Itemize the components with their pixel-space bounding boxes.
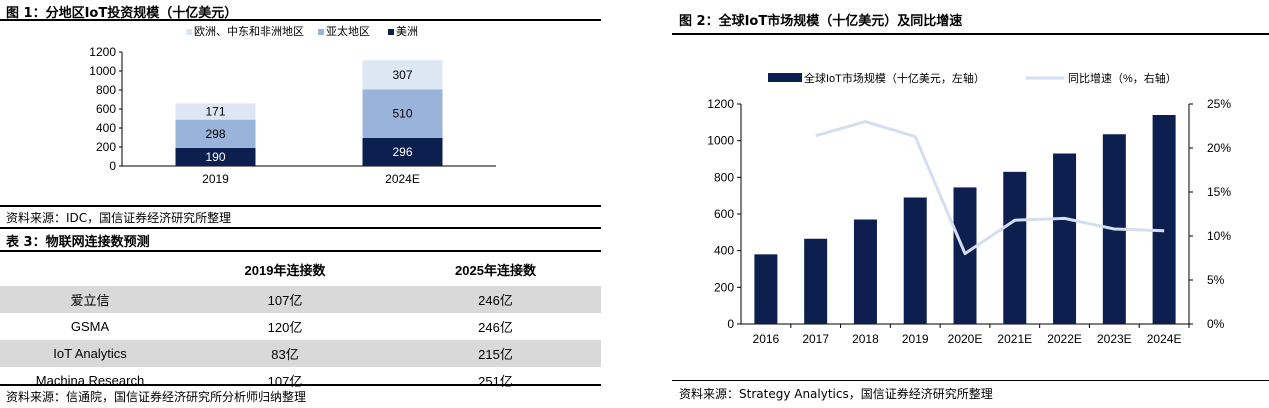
bar: [804, 238, 828, 324]
table-cell: 107亿: [180, 286, 390, 313]
table3-bottom-rule: [0, 384, 601, 386]
bar-segment: [175, 103, 256, 120]
x-tick-label: 2017: [802, 332, 829, 346]
x-tick-label: 2019: [902, 332, 929, 346]
table-header-cell: 2019年连接数: [244, 262, 326, 278]
bar-segment: [362, 137, 443, 166]
fig2-bottom-rule: [672, 380, 1269, 381]
y-tick-label-left: 1200: [707, 97, 734, 111]
legend-swatch: [388, 29, 394, 35]
y-tick-label-left: 800: [714, 170, 734, 184]
table-cell: 251亿: [478, 374, 513, 389]
legend-label: 欧洲、中东和非洲地区: [194, 25, 304, 38]
legend-label: 全球IoT市场规模（十亿美元，左轴）: [804, 71, 985, 85]
fig2-top-rule: [672, 33, 1269, 35]
table3-source: 资料来源：信通院，国信证券经济研究所分析师归纳整理: [6, 390, 307, 404]
fig2-chart: 全球IoT市场规模（十亿美元，左轴） 同比增速（%，右轴） 0 200 400 600 80…: [707, 71, 1231, 346]
x-tick-label: 2024E: [385, 172, 420, 186]
data-label: 307: [392, 68, 412, 82]
x-tick-label: 2020E: [948, 332, 983, 346]
y-tick-label-right: 20%: [1207, 141, 1231, 155]
table3-top-rule: [0, 227, 601, 229]
table-cell: 246亿: [390, 286, 601, 313]
bar-segment: [362, 89, 443, 138]
data-label: 190: [205, 150, 225, 164]
table3-title: 表 3：物联网连接数预测: [6, 235, 150, 250]
x-tick-label: 2022E: [1047, 332, 1082, 346]
table-cell: 215亿: [390, 340, 601, 367]
legend-label: 亚太地区: [326, 25, 370, 38]
y-tick-label: 0: [109, 159, 116, 173]
fig1-top-rule: [0, 19, 601, 21]
data-label: 298: [205, 127, 225, 141]
table-row: 爱立信 107亿 246亿: [0, 286, 601, 313]
data-label: 296: [392, 145, 412, 159]
table-header-cell: [0, 252, 180, 286]
y-tick-label-left: 200: [714, 280, 734, 294]
table-cell: 120亿: [267, 320, 303, 335]
legend-label: 同比增速（%，右轴）: [1068, 71, 1177, 85]
y-tick-label-left: 0: [727, 317, 734, 331]
y-tick-label-right: 0%: [1207, 317, 1225, 331]
table3-header-rule: [0, 250, 601, 252]
fig2-source: 资料来源：Strategy Analytics，国信证券经济研究所整理: [679, 387, 993, 401]
y-tick-label: 1000: [89, 64, 116, 78]
bar: [1003, 171, 1027, 324]
legend-swatch: [186, 29, 192, 35]
bar: [903, 197, 927, 324]
x-tick-label: 2024E: [1147, 332, 1182, 346]
connections-table: 2019年连接数 2025年连接数 爱立信 107亿 246亿 GSMA 120…: [0, 252, 601, 394]
table-cell: 246亿: [478, 320, 513, 335]
table-cell: GSMA: [70, 319, 110, 334]
y-tick-label: 800: [96, 83, 116, 97]
bar: [754, 254, 778, 324]
bar: [1152, 115, 1176, 324]
growth-line: [815, 120, 1165, 256]
data-label: 510: [392, 107, 412, 121]
data-label: 171: [205, 105, 225, 119]
y-tick-label: 1200: [89, 45, 116, 59]
x-tick-label: 2023E: [1097, 332, 1132, 346]
y-tick-label-left: 400: [714, 244, 734, 258]
legend-swatch: [768, 73, 802, 82]
bar-segment: [175, 119, 256, 148]
table-cell: IoT Analytics: [0, 340, 180, 367]
table-row: IoT Analytics 83亿 215亿: [0, 340, 601, 367]
fig1-bottom-rule: [0, 205, 601, 207]
legend-swatch: [318, 29, 324, 35]
x-tick-label: 2016: [753, 332, 780, 346]
fig2-title: 图 2：全球IoT市场规模（十亿美元）及同比增速: [679, 14, 963, 29]
bar: [853, 219, 877, 324]
y-tick-label-right: 5%: [1207, 273, 1225, 287]
legend-label: 美洲: [396, 25, 418, 38]
y-tick-label-left: 1000: [707, 134, 734, 148]
y-tick-label-left: 600: [714, 207, 734, 221]
bar: [1053, 153, 1077, 324]
table-row: GSMA 120亿 246亿: [0, 313, 601, 340]
table-header-row: 2019年连接数 2025年连接数: [0, 252, 601, 286]
bar-segment: [362, 60, 443, 90]
y-tick-label-right: 10%: [1207, 229, 1231, 243]
table-header-cell: 2025年连接数: [455, 262, 536, 278]
x-tick-label: 2019: [202, 172, 229, 186]
table-cell: 爱立信: [0, 286, 180, 313]
fig1-chart: 欧洲、中东和非洲地区 亚太地区 美洲 0 200 400 600 800 1000 1200 190…: [89, 25, 496, 186]
bar: [953, 187, 977, 324]
table-cell: 83亿: [180, 340, 390, 367]
x-tick-label: 2018: [852, 332, 879, 346]
y-tick-label: 600: [96, 102, 116, 116]
fig1-source: 资料来源：IDC，国信证券经济研究所整理: [6, 211, 232, 225]
y-tick-label: 400: [96, 121, 116, 135]
x-tick-label: 2021E: [997, 332, 1032, 346]
y-tick-label: 200: [96, 140, 116, 154]
fig1-title: 图 1：分地区IoT投资规模（十亿美元）: [6, 6, 238, 21]
y-tick-label-right: 25%: [1207, 97, 1231, 111]
bar-segment: [175, 147, 256, 166]
y-tick-label-right: 15%: [1207, 185, 1231, 199]
